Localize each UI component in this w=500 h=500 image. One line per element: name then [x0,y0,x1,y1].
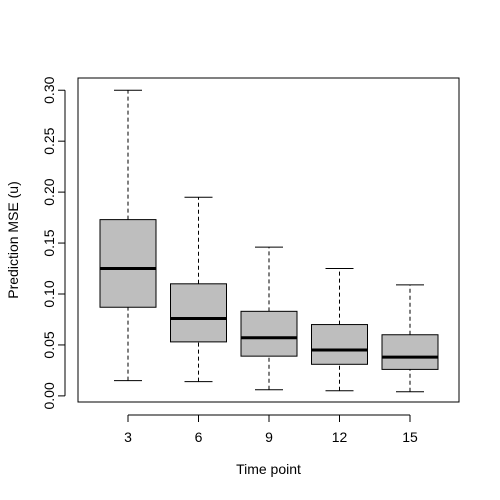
y-tick-label: 0.10 [41,280,57,307]
box-15 [381,284,439,393]
box-12 [311,268,368,392]
iqr-box [311,324,368,365]
box-3 [99,89,157,382]
y-tick-label: 0.20 [41,178,57,205]
x-tick-label: 12 [332,429,348,445]
box-6 [170,196,227,383]
y-tick-label: 0.00 [41,382,57,409]
iqr-box [170,283,227,343]
x-tick-label: 6 [195,429,203,445]
boxes-layer [99,89,439,393]
x-tick-label: 9 [265,429,273,445]
y-axis-title: Prediction MSE (u) [5,181,21,298]
plot-frame [77,77,460,403]
y-tick-label: 0.05 [41,331,57,358]
x-axis-title: Time point [236,461,301,477]
y-axis: 0.00 0.05 0.10 0.15 0.20 0.25 0.30 [41,76,66,410]
box-9 [240,246,298,391]
y-tick-label: 0.25 [41,127,57,154]
iqr-box [240,310,298,357]
iqr-box [381,334,439,370]
x-axis: 3 6 9 12 15 [124,414,418,445]
y-tick-label: 0.30 [41,76,57,103]
y-tick-label: 0.15 [41,229,57,256]
x-tick-label: 3 [124,429,132,445]
iqr-box [99,219,157,308]
x-tick-label: 15 [402,429,418,445]
